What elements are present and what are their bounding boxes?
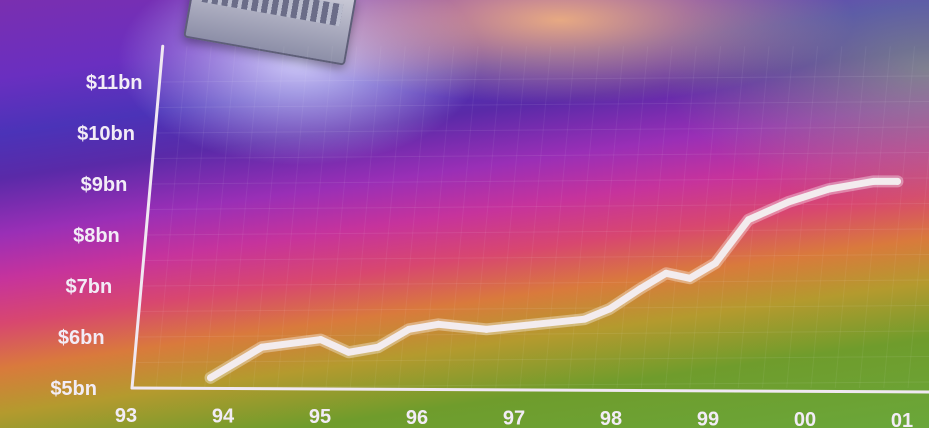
grid-line-horizontal	[152, 152, 929, 159]
grid-line-vertical	[568, 46, 600, 389]
grid-line-vertical	[204, 46, 237, 389]
grid-line-vertical	[689, 46, 722, 389]
grid-line-vertical	[422, 46, 455, 389]
grid-line-vertical	[859, 46, 891, 389]
grid-line-horizontal	[138, 305, 929, 312]
data-point	[317, 336, 325, 344]
x-axis-ticks: 93 94 95 96 97 98 99 00 01	[115, 405, 913, 428]
grid-line-horizontal	[154, 126, 929, 134]
y-axis-ticks: $5bn $6bn $7bn $8bn $9bn $10bn $11bn	[50, 72, 142, 400]
grid-line-vertical	[301, 46, 334, 389]
data-point	[482, 325, 490, 333]
grid-line-vertical	[519, 46, 552, 389]
grid-line-vertical	[592, 46, 625, 389]
data-point	[606, 305, 614, 313]
grid-line-vertical	[907, 149, 929, 389]
x-tick-label: 96	[406, 407, 428, 428]
x-tick-label: 95	[309, 406, 331, 428]
grid-line-horizontal	[150, 177, 929, 185]
grid-line-vertical	[616, 46, 649, 389]
series-line	[207, 177, 901, 382]
grid-line-horizontal	[136, 330, 929, 338]
x-axis-line	[130, 386, 929, 394]
axes	[130, 44, 929, 394]
y-tick-label: $11bn	[86, 72, 143, 94]
data-point	[785, 198, 793, 206]
x-tick-label: 98	[600, 408, 622, 428]
data-point	[405, 325, 413, 333]
grid-line-vertical	[374, 46, 406, 389]
grid-line-vertical	[810, 46, 843, 389]
y-axis-line	[130, 44, 165, 390]
grid-line-vertical	[495, 46, 528, 389]
data-point	[893, 177, 901, 185]
grid-line-vertical	[713, 46, 746, 389]
grid-line-vertical	[228, 46, 261, 389]
y-tick-label: $9bn	[81, 174, 128, 196]
data-point	[434, 320, 442, 328]
data-point	[374, 343, 382, 351]
grid-line-vertical	[543, 46, 576, 389]
data-point	[712, 259, 720, 267]
data-point	[531, 320, 539, 328]
data-point	[345, 348, 353, 356]
data-point	[580, 315, 588, 323]
x-tick-label: 97	[503, 407, 525, 428]
x-tick-label: 94	[212, 406, 235, 428]
data-point	[869, 177, 877, 185]
grid-line-vertical	[325, 46, 358, 389]
grid-line-horizontal	[148, 203, 929, 210]
grid-line-vertical	[665, 46, 697, 389]
grid-line-vertical	[180, 46, 212, 389]
grid-line-vertical	[883, 46, 916, 389]
y-tick-label: $8bn	[73, 225, 120, 247]
grid-line-horizontal	[131, 381, 929, 389]
data-point	[637, 285, 645, 293]
data-point	[686, 274, 694, 282]
grid-line-vertical	[349, 46, 382, 389]
y-tick-label: $7bn	[65, 276, 112, 298]
grid-line-horizontal	[157, 101, 929, 108]
grid-line-vertical	[640, 46, 673, 389]
grid-line-vertical	[834, 46, 867, 389]
grid-line-horizontal	[145, 228, 929, 236]
data-point	[258, 343, 266, 351]
x-tick-label: 00	[794, 409, 816, 428]
data-point	[662, 269, 670, 277]
grid-line-vertical	[252, 46, 285, 389]
grid-line-horizontal	[134, 356, 929, 363]
grid-line-horizontal	[159, 75, 929, 83]
x-tick-label: 99	[697, 409, 719, 428]
y-tick-label: $5bn	[50, 378, 97, 400]
y-tick-label: $6bn	[58, 327, 105, 349]
grid-line-vertical	[786, 46, 819, 389]
data-point	[207, 374, 215, 382]
series-layer	[204, 175, 904, 384]
grid-line-vertical	[277, 46, 309, 389]
x-tick-label: 01	[891, 410, 913, 428]
grid-line-horizontal	[143, 254, 929, 261]
grid-line-vertical	[155, 46, 188, 389]
grid-line-vertical	[446, 46, 479, 389]
grid	[131, 46, 929, 389]
grid-line-vertical	[762, 46, 794, 389]
grid-line-horizontal	[141, 279, 929, 287]
grid-line-vertical	[471, 46, 503, 389]
data-point	[745, 216, 753, 224]
y-tick-label: $10bn	[77, 123, 135, 145]
data-point	[825, 185, 833, 193]
x-tick-label: 93	[115, 405, 137, 427]
